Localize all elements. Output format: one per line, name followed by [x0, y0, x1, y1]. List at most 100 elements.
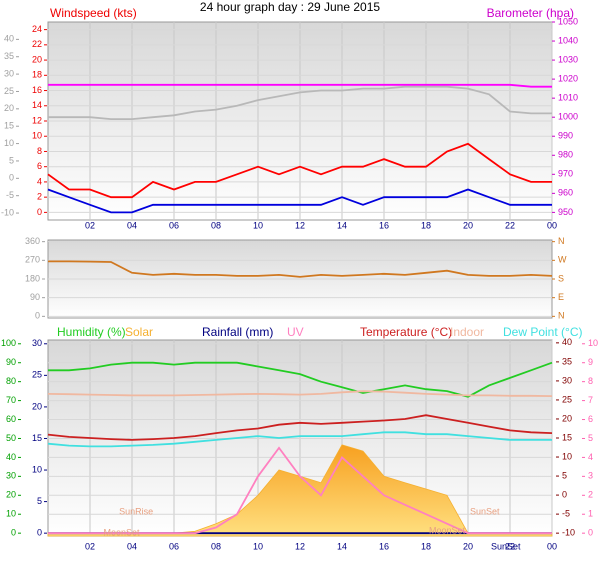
- x-tick-label: 18: [421, 220, 431, 230]
- annotation: MoonSet: [103, 527, 140, 537]
- annotation: MoonSet: [429, 525, 466, 535]
- line: [47, 188, 552, 214]
- line: [48, 85, 552, 120]
- x-tick-label: 16: [379, 541, 389, 551]
- y-axis-title: Windspeed (kts): [50, 6, 137, 20]
- x-tick-label: 08: [211, 220, 221, 230]
- axis-tick-label: 5: [562, 470, 567, 480]
- title: 24 hour graph day : 29 June 2015: [200, 0, 380, 14]
- line: [47, 390, 553, 397]
- axis-tick-label: 30: [4, 68, 14, 78]
- x-tick-label: 00: [547, 220, 557, 230]
- legend-entry: Indoor: [450, 325, 484, 339]
- x-tick-label: 18: [421, 541, 431, 551]
- axis-tick-label: 0: [588, 528, 593, 538]
- axis-tick-label: 60: [6, 414, 16, 424]
- line: [47, 142, 552, 199]
- x-tick-label: 06: [169, 220, 179, 230]
- x-tick-label: 02: [85, 220, 95, 230]
- axis-tick-label: 970: [558, 169, 573, 179]
- axis-tick-label: 1020: [558, 73, 578, 83]
- axis-tick-label: 70: [6, 395, 16, 405]
- line: [48, 260, 553, 278]
- axis-tick-label: 5: [588, 433, 593, 443]
- axis-tick-label: 16: [32, 85, 42, 95]
- axis-tick-label: -5: [562, 508, 570, 518]
- axis-tick-label: N: [558, 311, 565, 321]
- axis-tick-label: 20: [32, 401, 42, 411]
- annotation: SunSet: [470, 506, 500, 516]
- x-tick-label: 16: [379, 220, 389, 230]
- axis-tick-label: -10: [1, 207, 14, 217]
- axis-tick-label: 10: [4, 138, 14, 148]
- axis-tick-label: 80: [6, 376, 16, 386]
- axis-tick-label: 20: [6, 490, 16, 500]
- axis-tick-label: 40: [6, 452, 16, 462]
- axis-tick-label: N: [558, 236, 565, 246]
- legend-entry: Dew Point (°C): [503, 325, 582, 339]
- axis-tick-label: 0: [562, 489, 567, 499]
- axis-tick-label: 6: [588, 414, 593, 424]
- axis-tick-label: 0: [37, 528, 42, 538]
- axis-tick-label: W: [558, 255, 567, 265]
- axis-tick-label: 180: [25, 273, 40, 283]
- axis-tick-label: 4: [37, 176, 42, 186]
- axis-tick-label: 90: [30, 292, 40, 302]
- legend-entry: Rainfall (mm): [202, 325, 273, 339]
- axis-tick-label: 25: [4, 86, 14, 96]
- axis-tick-label: 10: [32, 131, 42, 141]
- axis-tick-label: 10: [32, 464, 42, 474]
- axis-tick-label: 20: [32, 54, 42, 64]
- x-tick-label: 04: [127, 541, 137, 551]
- axis-tick-label: -5: [6, 190, 14, 200]
- axis-tick-label: 990: [558, 131, 573, 141]
- axis-tick-label: 14: [32, 100, 42, 110]
- axis-tick-label: 22: [32, 39, 42, 49]
- axis-tick-label: 50: [6, 433, 16, 443]
- axis-tick-label: 24: [32, 24, 42, 34]
- axis-tick-label: 90: [6, 357, 16, 367]
- axis-tick-label: -10: [562, 528, 575, 538]
- axis-tick-label: 15: [4, 121, 14, 131]
- axis-tick-label: 12: [32, 115, 42, 125]
- axis-tick-label: 9: [588, 357, 593, 367]
- axis-tick-label: 10: [6, 509, 16, 519]
- line: [48, 446, 552, 535]
- axis-tick-label: 8: [37, 146, 42, 156]
- axis-tick-label: 2: [588, 490, 593, 500]
- x-tick-label: 22: [505, 220, 515, 230]
- axis-tick-label: 40: [4, 34, 14, 44]
- axis-tick-label: 960: [558, 188, 573, 198]
- axis-tick-label: 6: [37, 161, 42, 171]
- axis-tick-label: 5: [37, 496, 42, 506]
- axis-tick-label: 1040: [558, 35, 578, 45]
- axis-tick-label: 1000: [558, 112, 578, 122]
- x-tick-label: 22: [505, 541, 515, 551]
- axis-tick-label: 10: [588, 338, 598, 348]
- axis-tick-label: 4: [588, 452, 593, 462]
- axis-tick-label: 2: [37, 192, 42, 202]
- axis-tick-label: 0: [11, 528, 16, 538]
- line: [47, 414, 553, 441]
- axis-tick-label: E: [558, 292, 564, 302]
- axis-tick-label: 35: [562, 356, 572, 366]
- axis-tick-label: 950: [558, 207, 573, 217]
- axis-tick-label: 8: [588, 376, 593, 386]
- axis-tick-label: 15: [32, 433, 42, 443]
- axis-tick-label: 15: [562, 432, 572, 442]
- line: [47, 431, 552, 448]
- axis-tick-label: 5: [9, 155, 14, 165]
- axis-tick-label: 25: [32, 370, 42, 380]
- axis-tick-label: 360: [25, 236, 40, 246]
- axis-tick-label: 1030: [558, 54, 578, 64]
- x-tick-label: 02: [85, 541, 95, 551]
- axis-tick-label: 7: [588, 395, 593, 405]
- x-tick-label: 00: [547, 541, 557, 551]
- line: [48, 83, 552, 88]
- legend-entry: Humidity (%): [57, 325, 126, 339]
- legend-entry: Temperature (°C): [360, 325, 452, 339]
- legend-entry: Solar: [125, 325, 153, 339]
- axis-tick-label: 1: [588, 509, 593, 519]
- axis-tick-label: 0: [37, 207, 42, 217]
